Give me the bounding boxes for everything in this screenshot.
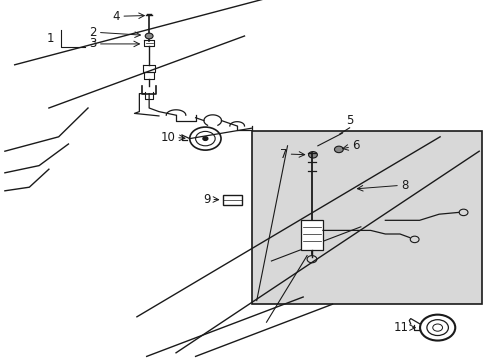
Circle shape [203, 137, 207, 140]
Circle shape [334, 146, 343, 153]
Text: 6: 6 [351, 139, 359, 152]
Text: 10: 10 [160, 131, 175, 144]
Circle shape [145, 33, 153, 39]
Text: 3: 3 [89, 37, 97, 50]
Text: 11: 11 [393, 321, 408, 334]
Circle shape [308, 152, 317, 158]
Text: 9: 9 [203, 193, 210, 206]
Bar [301, 220, 322, 250]
Text: 1: 1 [46, 32, 54, 45]
Text: 4: 4 [112, 10, 120, 23]
Text: 7: 7 [280, 148, 287, 161]
Text: 8: 8 [400, 179, 407, 192]
Bar [251, 131, 481, 304]
Text: 2: 2 [89, 26, 97, 39]
Text: 5: 5 [345, 114, 353, 127]
Bar [223, 195, 242, 205]
